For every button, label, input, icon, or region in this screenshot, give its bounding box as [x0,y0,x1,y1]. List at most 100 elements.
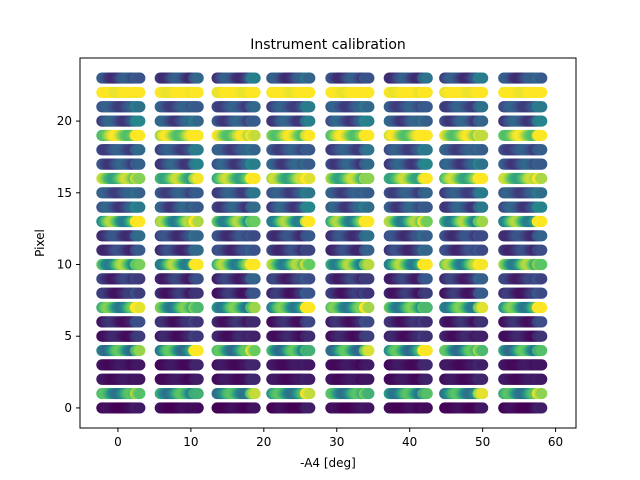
data-point [134,273,146,285]
data-point [134,301,146,314]
data-point [304,72,316,84]
data-point [477,402,489,414]
data-point [134,359,146,371]
data-point [536,172,548,185]
data-point [304,101,316,113]
data-point [304,359,316,371]
data-point [249,258,261,271]
data-point [421,158,433,170]
data-point [363,187,375,199]
data-point [304,287,316,299]
data-point [536,316,548,328]
data-point [249,316,261,328]
data-point [421,402,433,414]
data-point [421,144,433,156]
data-point [134,287,146,299]
data-point [363,230,375,242]
data-point [134,129,146,142]
data-point [304,273,316,285]
data-point [249,101,261,113]
data-point [536,215,548,228]
data-point [421,201,433,213]
data-point [536,230,548,242]
data-point [249,187,261,199]
data-point [421,301,433,314]
data-point [477,273,489,285]
data-point [477,115,489,127]
data-point [536,273,548,285]
data-point [363,144,375,156]
data-point [134,172,146,185]
data-point [304,387,316,400]
data-point [363,359,375,371]
data-point [249,344,261,357]
data-point [192,101,204,113]
data-point [363,158,375,170]
data-point [134,72,146,84]
data-point [304,258,316,271]
data-point [363,316,375,328]
data-point [477,72,489,84]
data-point [249,172,261,185]
data-point [304,230,316,242]
data-point [421,330,433,342]
data-point [192,273,204,285]
data-point [304,144,316,156]
data-point [249,330,261,342]
data-point [249,273,261,285]
data-point [421,230,433,242]
data-point [304,158,316,170]
data-point [304,301,316,314]
data-point [421,115,433,127]
data-point [304,344,316,357]
data-point [363,129,375,142]
data-point [304,316,316,328]
data-point [421,244,433,256]
data-point [536,330,548,342]
data-point [536,201,548,213]
data-point [477,144,489,156]
data-point [134,215,146,228]
data-point [249,387,261,400]
data-point [249,287,261,299]
data-point [192,172,204,185]
data-point [363,244,375,256]
data-point [134,201,146,213]
data-point [421,287,433,299]
data-point [477,301,489,314]
data-point [304,244,316,256]
data-point [477,187,489,199]
data-point [304,172,316,185]
data-point [477,244,489,256]
data-points [96,72,548,414]
data-point [192,373,204,385]
data-point [477,258,489,271]
data-point [363,215,375,228]
data-point [421,86,433,99]
data-point [192,144,204,156]
data-point [363,387,375,400]
data-point [477,316,489,328]
data-point [477,330,489,342]
data-point [363,72,375,84]
data-point [536,301,548,314]
data-point [421,215,433,228]
data-point [134,230,146,242]
data-point [192,287,204,299]
data-point [249,115,261,127]
data-point [477,215,489,228]
data-point [134,101,146,113]
data-point [134,316,146,328]
data-point [536,187,548,199]
data-point [192,359,204,371]
data-point [363,258,375,271]
data-point [192,230,204,242]
data-point [192,402,204,414]
data-point [536,344,548,357]
data-point [363,101,375,113]
data-point [477,387,489,400]
data-point [249,230,261,242]
data-point [421,273,433,285]
data-point [421,387,433,400]
